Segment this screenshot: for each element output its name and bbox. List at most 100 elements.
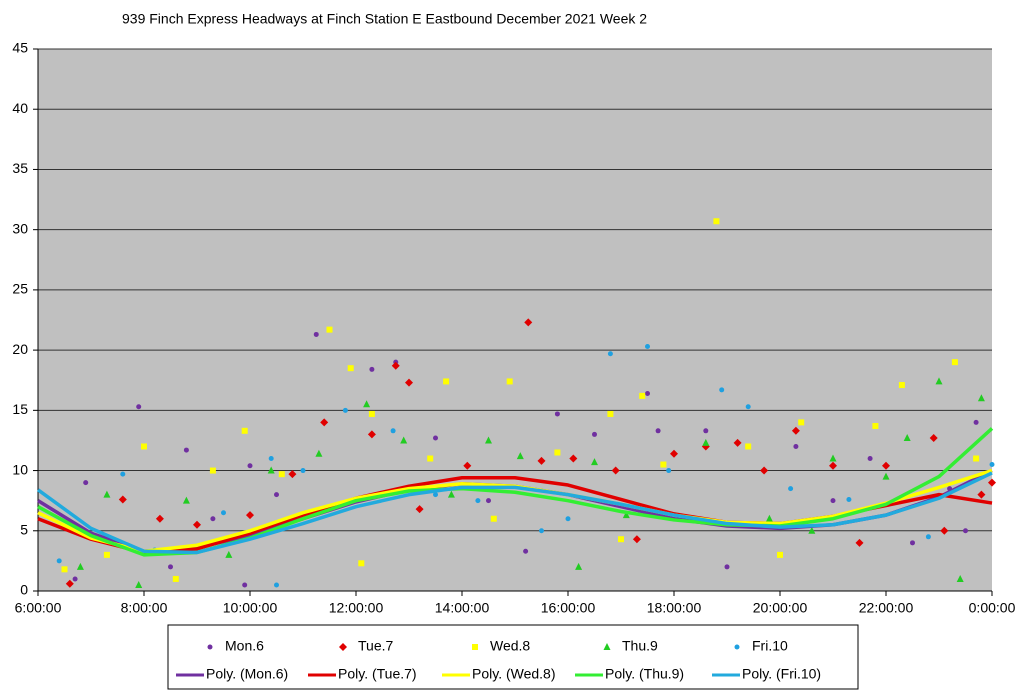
y-tick-label: 10 [12, 461, 28, 477]
point [72, 576, 78, 582]
point [765, 514, 773, 522]
legend-marker [339, 643, 347, 651]
point [155, 514, 164, 523]
y-tick-label: 5 [20, 521, 28, 537]
point [745, 404, 751, 410]
point [475, 498, 481, 504]
point [313, 331, 319, 337]
point [989, 462, 995, 468]
point [973, 455, 980, 462]
point [246, 511, 254, 520]
point [645, 390, 650, 396]
point [719, 387, 725, 393]
point [485, 436, 492, 444]
point [554, 411, 560, 417]
point [405, 378, 413, 387]
point [320, 418, 329, 427]
point [136, 404, 142, 410]
point [118, 495, 127, 504]
point [788, 486, 794, 492]
point [988, 478, 996, 487]
point [777, 551, 783, 558]
legend-label: Tue.7 [358, 638, 393, 654]
point [427, 455, 434, 462]
point [368, 410, 375, 417]
point [268, 456, 274, 462]
point [241, 427, 248, 434]
chart-title: 939 Finch Express Headways at Finch Stat… [122, 11, 647, 27]
y-tick-label: 15 [12, 401, 28, 417]
x-tick-label: 22:00:00 [859, 600, 914, 616]
point [247, 463, 253, 469]
legend-box [167, 624, 859, 690]
point [745, 443, 752, 450]
legend-label: Mon.6 [225, 638, 264, 654]
point [882, 461, 890, 470]
point [830, 498, 836, 504]
point [956, 574, 964, 582]
point [607, 410, 614, 417]
point [490, 515, 497, 522]
legend-label: Poly. (Wed.8) [472, 666, 556, 682]
y-tick-label: 25 [12, 281, 28, 297]
y-tick-label: 0 [20, 582, 28, 598]
x-tick-label: 0:00:00 [969, 600, 1016, 616]
legend-label: Fri.10 [752, 638, 788, 654]
point [242, 582, 248, 588]
point [193, 520, 201, 529]
point [940, 526, 949, 535]
point [391, 361, 400, 370]
legend-marker [207, 644, 213, 650]
point [977, 490, 986, 499]
plot-area [38, 49, 992, 591]
point [516, 452, 524, 460]
point [867, 456, 873, 462]
point [225, 550, 233, 558]
point [524, 318, 533, 327]
x-tick-label: 16:00:00 [541, 600, 596, 616]
point [798, 419, 805, 426]
x-tick-label: 20:00:00 [753, 600, 808, 616]
point [76, 562, 84, 570]
point [267, 466, 275, 474]
point [120, 471, 126, 477]
y-tick-label: 40 [12, 100, 28, 116]
point [390, 428, 396, 434]
legend-label: Poly. (Fri.10) [742, 666, 821, 682]
point [618, 536, 624, 543]
legend-marker [472, 644, 478, 650]
point [951, 359, 958, 366]
point [61, 566, 68, 573]
point [569, 454, 578, 463]
point [973, 419, 979, 425]
point [367, 430, 376, 439]
point [808, 526, 816, 534]
point [791, 426, 800, 435]
point [611, 466, 620, 475]
point [210, 516, 216, 522]
point [135, 580, 143, 588]
point [607, 351, 613, 357]
point [670, 449, 678, 458]
point [182, 496, 190, 504]
point [103, 490, 111, 498]
point [168, 564, 173, 570]
point [103, 551, 110, 558]
point [793, 443, 799, 449]
legend-marker [734, 644, 740, 650]
point [65, 579, 74, 588]
point [829, 461, 837, 470]
point [660, 461, 667, 468]
point [935, 377, 943, 385]
point [326, 326, 333, 333]
x-tick-label: 8:00:00 [121, 600, 168, 616]
y-tick-label: 30 [12, 220, 28, 236]
point [347, 365, 354, 372]
point [703, 428, 709, 434]
legend-label: Thu.9 [622, 638, 658, 654]
point [632, 535, 641, 544]
point [929, 434, 938, 443]
point [898, 382, 905, 389]
legend-label: Poly. (Mon.6) [206, 666, 288, 682]
